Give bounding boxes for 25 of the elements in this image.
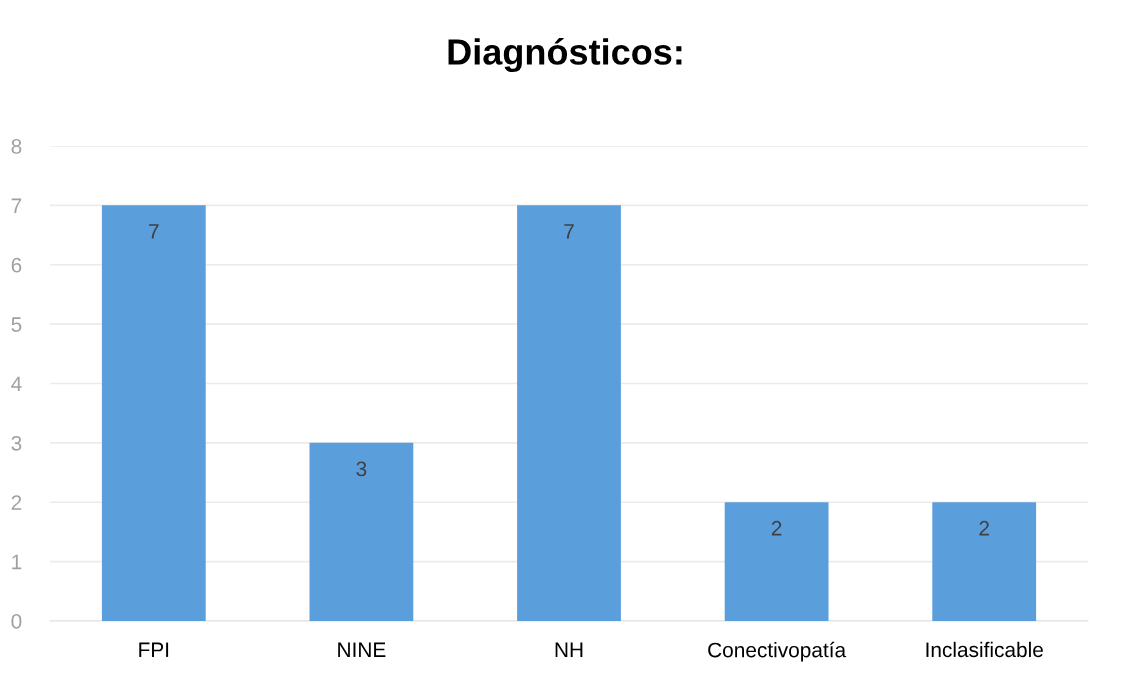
bar — [932, 502, 1037, 621]
y-tick-label: 6 — [11, 257, 22, 273]
data-label: 3 — [356, 461, 367, 477]
y-tick-label: 0 — [11, 614, 22, 629]
x-tick-label: FPI — [139, 642, 169, 657]
x-tick-label: Inclasificable — [926, 641, 1043, 658]
y-tick-label: 8 — [11, 139, 22, 154]
data-label: 2 — [771, 520, 782, 536]
data-label: 7 — [149, 224, 159, 239]
x-tick-label: NINE — [338, 642, 386, 657]
data-label: 7 — [564, 224, 574, 239]
x-tick-label: NH — [555, 642, 583, 657]
bar — [517, 205, 621, 621]
data-label: 2 — [979, 520, 989, 536]
y-tick-label: 2 — [11, 495, 22, 510]
y-tick-label: 5 — [11, 317, 22, 332]
y-tick-label: 7 — [11, 198, 22, 213]
y-tick-label: 1 — [12, 554, 22, 570]
bar — [309, 442, 414, 621]
bar — [724, 502, 829, 621]
x-tick-label: Conectivopatía — [708, 641, 847, 662]
y-tick-label: 3 — [11, 435, 22, 451]
bar — [101, 205, 206, 621]
y-tick-label: 4 — [11, 376, 22, 392]
chart-title: Diagnósticos: — [448, 37, 682, 73]
